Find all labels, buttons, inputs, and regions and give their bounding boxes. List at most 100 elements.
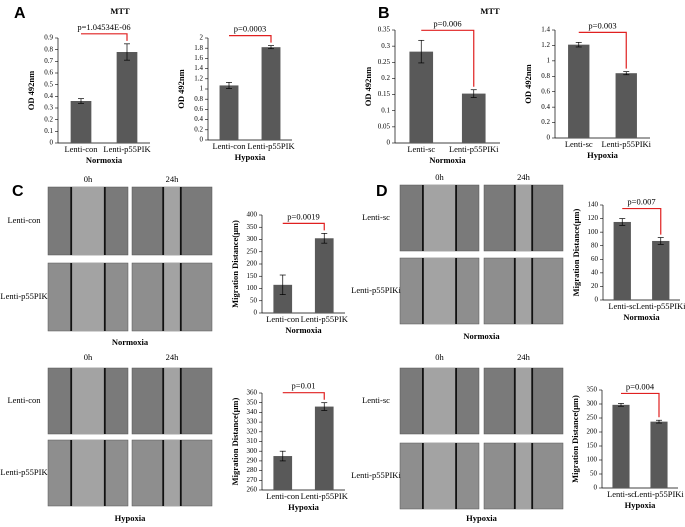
- y-tick-label: 0: [200, 136, 204, 144]
- y-tick-label: 0: [595, 296, 599, 304]
- y-axis-title: OD 492nm: [26, 71, 36, 110]
- x-tick-label: Lenti-p55PIK: [301, 314, 349, 324]
- bar: [261, 47, 281, 140]
- y-tick-label: 1.2: [541, 41, 550, 49]
- time-label: 24h: [166, 352, 180, 362]
- y-tick-label: 0.15: [378, 90, 391, 98]
- x-tick-label: Lenti-con: [212, 141, 246, 151]
- y-tick-label: 0.2: [44, 115, 53, 123]
- time-label: 24h: [517, 352, 531, 362]
- time-label: 24h: [166, 174, 180, 184]
- y-tick-label: 250: [247, 247, 258, 255]
- y-tick-label: 40: [591, 268, 599, 276]
- y-tick-label: 150: [247, 272, 258, 280]
- x-tick-label: Lenti-sc: [608, 301, 636, 311]
- bar: [70, 101, 92, 143]
- y-tick-label: 0.9: [44, 34, 53, 42]
- row-label: Lenti-p55PIK: [0, 467, 48, 477]
- y-tick-label: 0: [50, 139, 54, 147]
- y-tick-label: 0.3: [381, 42, 390, 50]
- row-label: Lenti-sc: [362, 395, 390, 405]
- significance-bracket: [622, 207, 662, 235]
- significance-bracket: [282, 392, 325, 400]
- x-tick-label: Lenti-p55PIKi: [449, 144, 499, 154]
- y-tick-label: 350: [247, 398, 258, 406]
- wound-gap: [163, 187, 181, 255]
- y-tick-label: 260: [247, 486, 258, 494]
- wound-gap: [163, 263, 181, 331]
- y-tick-label: 300: [247, 235, 258, 243]
- bar: [650, 421, 668, 488]
- wound-gap: [71, 440, 105, 506]
- condition-label: Hypoxia: [115, 513, 146, 523]
- wound-gap: [422, 443, 457, 509]
- time-label: 24h: [517, 172, 531, 182]
- y-tick-label: 0: [594, 484, 598, 492]
- y-tick-label: 360: [247, 389, 258, 397]
- bar: [652, 240, 670, 300]
- y-tick-label: 150: [587, 442, 598, 450]
- condition-label: Normoxia: [112, 337, 149, 347]
- y-tick-label: 0.7: [44, 57, 53, 65]
- wound-gap: [514, 443, 533, 509]
- y-tick-label: 0.6: [44, 69, 53, 77]
- x-tick-label: Lenti-sc: [565, 139, 593, 149]
- y-tick-label: 0.8: [541, 72, 550, 80]
- y-tick-label: 120: [588, 214, 599, 222]
- y-tick-label: 0.4: [541, 103, 550, 111]
- y-tick-label: 310: [247, 437, 258, 445]
- significance-bracket: [621, 392, 660, 418]
- y-tick-label: 50: [250, 296, 258, 304]
- row-label: Lenti-sc: [362, 212, 390, 222]
- y-tick-label: 80: [591, 241, 599, 249]
- annotation: p=0.007: [627, 197, 655, 207]
- x-tick-label: Lenti-p55PIKi: [636, 301, 685, 311]
- y-tick-label: 2: [200, 34, 204, 42]
- panel-title: MTT: [110, 6, 130, 16]
- bar: [568, 44, 590, 138]
- y-tick-label: 50: [590, 470, 598, 478]
- y-tick-label: 270: [247, 476, 258, 484]
- panel-letter: B: [378, 5, 390, 22]
- y-tick-label: 350: [247, 223, 258, 231]
- significance-bracket: [421, 29, 475, 87]
- time-label: 0h: [435, 352, 444, 362]
- bar: [314, 238, 334, 313]
- y-tick-label: 0.35: [378, 26, 391, 34]
- annotation: p=0.004: [626, 381, 655, 391]
- y-tick-label: 100: [588, 228, 599, 236]
- bar: [314, 406, 334, 490]
- panel-letter: A: [14, 5, 26, 22]
- annotation: p=1.04534E-06: [77, 22, 130, 32]
- bar: [273, 284, 293, 313]
- y-axis-title: OD 492nm: [363, 67, 373, 106]
- significance-bracket: [282, 222, 325, 231]
- wound-gap: [514, 185, 533, 251]
- panel-letter: D: [376, 183, 388, 200]
- x-axis-title: Normoxia: [86, 155, 123, 165]
- y-tick-label: 0.1: [381, 106, 390, 114]
- y-tick-label: 1: [547, 56, 551, 64]
- wound-gap: [71, 263, 105, 331]
- bar: [409, 51, 434, 144]
- wound-gap: [422, 368, 457, 434]
- y-tick-label: 0.4: [194, 115, 203, 123]
- y-tick-label: 0.25: [378, 58, 391, 66]
- y-tick-label: 100: [247, 284, 258, 292]
- time-label: 0h: [84, 352, 93, 362]
- wound-gap: [422, 185, 457, 251]
- y-tick-label: 340: [247, 408, 258, 416]
- y-tick-label: 330: [247, 418, 258, 426]
- y-tick-label: 280: [247, 466, 258, 474]
- x-tick-label: Lenti-p55PIKi: [634, 489, 684, 499]
- y-tick-label: 250: [587, 414, 598, 422]
- y-axis-title: Migration Distance(μm): [230, 220, 240, 308]
- y-axis-title: Migration Distance(μm): [571, 209, 581, 297]
- y-tick-label: 0.8: [44, 45, 53, 53]
- annotation: p=0.0003: [234, 24, 266, 34]
- y-tick-label: 100: [587, 456, 598, 464]
- time-label: 0h: [84, 174, 93, 184]
- x-axis-title: Hypoxia: [288, 502, 319, 512]
